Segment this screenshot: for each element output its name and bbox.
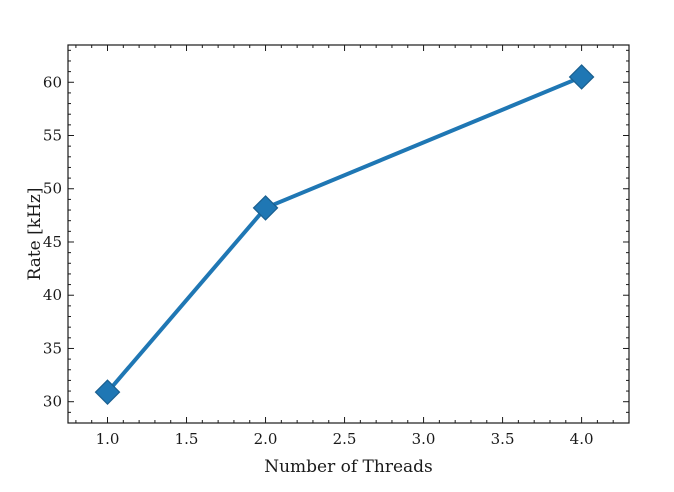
x-tick-label: 1.0 xyxy=(96,430,120,448)
y-tick-label: 40 xyxy=(43,286,62,304)
series-line xyxy=(105,75,583,394)
y-tick-labels: 30 35 40 45 50 55 60 xyxy=(43,73,62,410)
x-tick-label: 2.5 xyxy=(333,430,357,448)
data-point-marker xyxy=(94,379,121,405)
y-axis-label: Rate [kHz] xyxy=(25,188,45,281)
series-layer xyxy=(94,64,595,405)
plot-frame xyxy=(67,44,630,424)
y-tick-label: 45 xyxy=(43,233,62,251)
x-tick-label: 4.0 xyxy=(570,430,594,448)
y-tick-label: 50 xyxy=(43,180,62,198)
data-point-marker xyxy=(568,64,595,90)
y-tick-label: 60 xyxy=(43,73,62,91)
x-tick-label: 1.5 xyxy=(175,430,199,448)
minor-ticks xyxy=(68,45,630,423)
y-tick-label: 35 xyxy=(43,339,62,357)
data-point-marker xyxy=(252,195,279,221)
y-tick-label: 55 xyxy=(43,127,62,145)
x-axis-label: Number of Threads xyxy=(264,457,433,477)
x-tick-labels: 1.0 1.5 2.0 2.5 3.0 3.5 4.0 xyxy=(96,430,594,448)
major-ticks xyxy=(68,45,629,423)
y-tick-label: 30 xyxy=(43,393,62,411)
x-tick-label: 3.5 xyxy=(491,430,515,448)
x-tick-label: 2.0 xyxy=(254,430,278,448)
x-tick-label: 3.0 xyxy=(412,430,436,448)
